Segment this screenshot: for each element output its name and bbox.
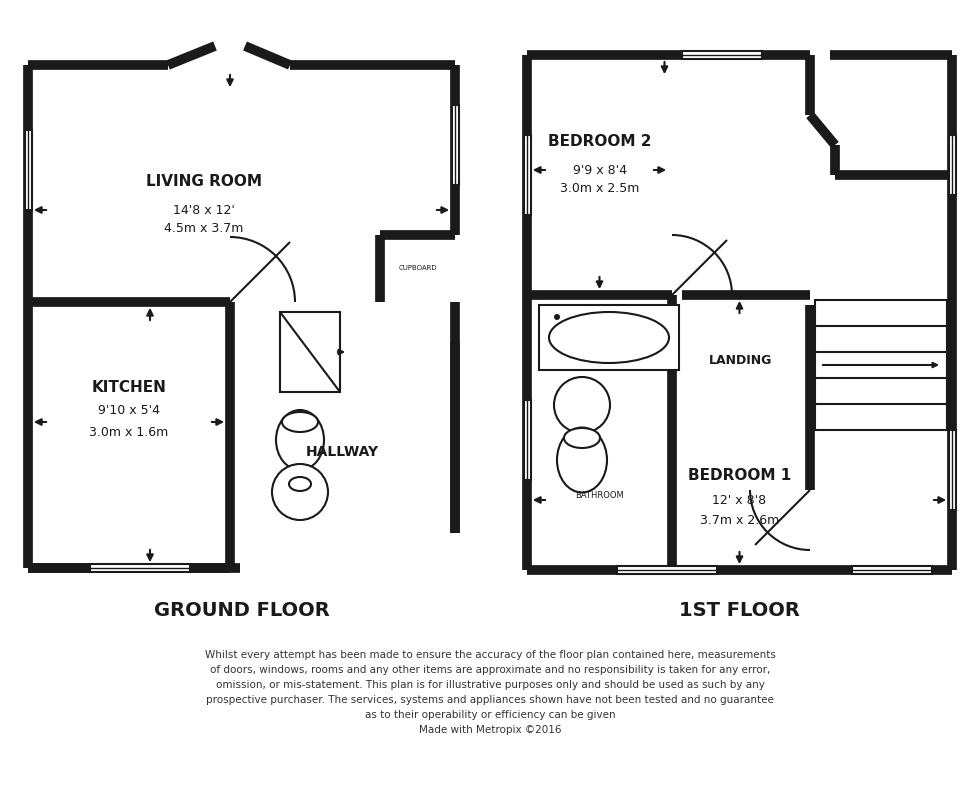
Circle shape xyxy=(272,464,328,520)
Text: BATHROOM: BATHROOM xyxy=(575,490,624,499)
Bar xyxy=(24,130,31,210)
Bar xyxy=(682,51,762,59)
Ellipse shape xyxy=(564,428,600,448)
Bar xyxy=(452,105,459,185)
Bar xyxy=(949,430,956,510)
Ellipse shape xyxy=(289,477,311,491)
Text: BEDROOM 2: BEDROOM 2 xyxy=(548,134,652,149)
Text: Made with Metropix ©2016: Made with Metropix ©2016 xyxy=(418,725,562,735)
Circle shape xyxy=(554,377,610,433)
Text: 4.5m x 3.7m: 4.5m x 3.7m xyxy=(165,221,244,234)
Text: 9'9 x 8'4: 9'9 x 8'4 xyxy=(572,163,626,176)
Text: of doors, windows, rooms and any other items are approximate and no responsibili: of doors, windows, rooms and any other i… xyxy=(210,665,770,675)
Bar xyxy=(815,300,947,430)
Text: 3.0m x 1.6m: 3.0m x 1.6m xyxy=(89,426,169,439)
Bar xyxy=(523,135,530,215)
Ellipse shape xyxy=(549,312,669,363)
Text: prospective purchaser. The services, systems and appliances shown have not been : prospective purchaser. The services, sys… xyxy=(206,695,774,705)
Ellipse shape xyxy=(557,427,607,493)
Text: as to their operability or efficiency can be given: as to their operability or efficiency ca… xyxy=(365,710,615,720)
Text: 1ST FLOOR: 1ST FLOOR xyxy=(679,600,800,620)
Text: 12' x 8'8: 12' x 8'8 xyxy=(712,494,766,507)
Text: GROUND FLOOR: GROUND FLOOR xyxy=(154,600,329,620)
Text: Whilst every attempt has been made to ensure the accuracy of the floor plan cont: Whilst every attempt has been made to en… xyxy=(205,650,775,660)
Text: 3.7m x 2.6m: 3.7m x 2.6m xyxy=(700,514,779,527)
Text: 14'8 x 12': 14'8 x 12' xyxy=(173,204,235,217)
Text: LIVING ROOM: LIVING ROOM xyxy=(146,175,262,190)
Ellipse shape xyxy=(276,410,324,470)
Bar xyxy=(852,566,932,574)
Text: 3.0m x 2.5m: 3.0m x 2.5m xyxy=(560,182,639,195)
Bar xyxy=(949,135,956,195)
Text: omission, or mis-statement. This plan is for illustrative purposes only and shou: omission, or mis-statement. This plan is… xyxy=(216,680,764,690)
Ellipse shape xyxy=(282,412,318,432)
Text: KITCHEN: KITCHEN xyxy=(91,380,167,394)
Text: CUPBOARD: CUPBOARD xyxy=(398,266,437,271)
Circle shape xyxy=(554,314,560,320)
Bar xyxy=(617,566,717,574)
Bar xyxy=(280,312,340,392)
Text: BEDROOM 1: BEDROOM 1 xyxy=(688,468,791,482)
Text: 9'10 x 5'4: 9'10 x 5'4 xyxy=(98,403,160,416)
Bar xyxy=(523,400,530,480)
Text: LANDING: LANDING xyxy=(710,354,772,367)
Bar xyxy=(90,564,190,572)
Text: HALLWAY: HALLWAY xyxy=(306,445,379,459)
Bar xyxy=(539,305,679,370)
